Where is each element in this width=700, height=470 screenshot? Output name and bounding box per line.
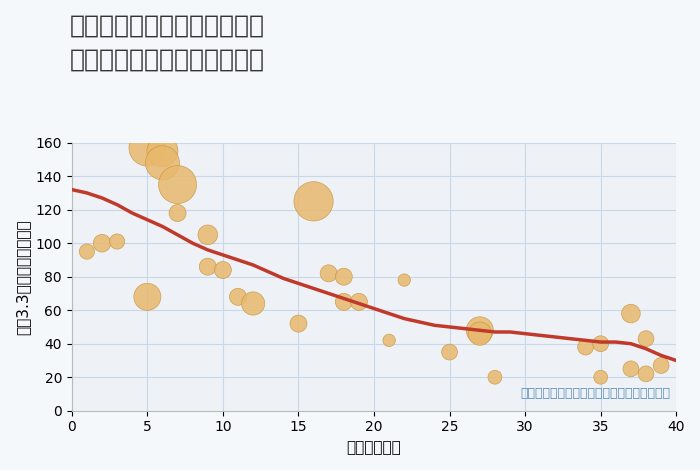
Text: 円の大きさは、取引のあった物件面積を示す: 円の大きさは、取引のあった物件面積を示す — [520, 387, 670, 400]
Point — [248, 300, 259, 307]
Y-axis label: 坪（3.3㎡）単価（万円）: 坪（3.3㎡）単価（万円） — [15, 219, 30, 335]
Point — [338, 298, 349, 306]
Point — [474, 327, 485, 334]
Point — [640, 335, 652, 343]
Point — [157, 147, 168, 155]
Point — [308, 197, 319, 205]
Point — [111, 238, 122, 245]
Point — [489, 374, 500, 381]
Point — [141, 293, 153, 301]
Point — [202, 231, 214, 239]
Point — [595, 340, 606, 347]
Point — [625, 365, 636, 373]
Point — [97, 239, 108, 247]
Point — [217, 266, 228, 274]
Point — [474, 330, 485, 337]
Point — [157, 159, 168, 166]
Point — [141, 144, 153, 151]
Point — [595, 374, 606, 381]
Point — [655, 362, 666, 369]
Point — [338, 273, 349, 281]
Point — [172, 181, 183, 188]
Point — [640, 370, 652, 377]
Point — [384, 337, 395, 344]
Point — [625, 310, 636, 317]
Point — [580, 343, 592, 351]
Text: 奈良県奈良市川之上突抜町の
築年数別中古マンション価格: 奈良県奈良市川之上突抜町の 築年数別中古マンション価格 — [70, 14, 265, 71]
Point — [172, 209, 183, 217]
Point — [444, 348, 455, 356]
X-axis label: 築年数（年）: 築年数（年） — [346, 440, 401, 455]
Point — [323, 270, 335, 277]
Point — [232, 293, 244, 301]
Point — [81, 248, 92, 255]
Point — [354, 298, 365, 306]
Point — [293, 320, 304, 328]
Point — [398, 276, 409, 284]
Point — [202, 263, 214, 270]
